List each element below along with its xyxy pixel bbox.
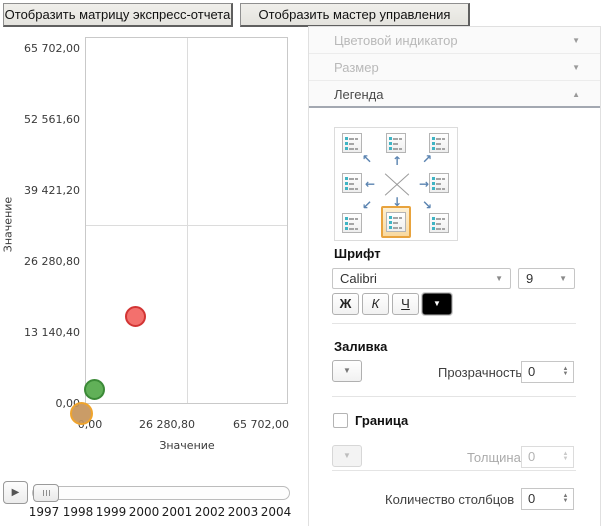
columns-count-label: Количество столбцов (385, 492, 515, 507)
section-label: Размер (334, 60, 379, 75)
legend-position-top-center[interactable] (386, 133, 406, 153)
arrow-up-left-icon: ↖ (362, 152, 373, 166)
transparency-label: Прозрачность (438, 365, 523, 380)
arrow-up-icon: ↑ (392, 154, 403, 168)
font-color-button[interactable]: ▼ (421, 292, 453, 316)
legend-position-middle-right[interactable] (429, 173, 449, 193)
border-checkbox[interactable] (333, 413, 348, 428)
y-tick-label: 39 421,20 (24, 184, 80, 197)
section-header-size[interactable]: Размер ▼ (309, 54, 600, 81)
y-tick-label: 0,00 (55, 397, 81, 410)
year-label: 2002 (194, 505, 226, 519)
thickness-spinner[interactable]: 0 ▲ ▼ (521, 446, 574, 468)
arrow-up-right-icon: ↗ (422, 152, 433, 166)
chevron-down-icon: ▼ (572, 63, 580, 72)
transparency-value: 0 (528, 364, 536, 379)
divider (332, 396, 576, 397)
spinner-up-icon[interactable]: ▲ (562, 451, 569, 457)
spinner-up-icon[interactable]: ▲ (562, 493, 569, 499)
play-icon: ▶ (11, 487, 20, 498)
underline-button[interactable]: Ч (392, 293, 419, 315)
legend-position-bottom-center-selected[interactable] (381, 206, 411, 238)
columns-count-spinner[interactable]: 0 ▲ ▼ (521, 488, 574, 510)
legend-position-middle-left[interactable] (342, 173, 362, 193)
x-tick-label: 65 702,00 (233, 418, 289, 431)
chevron-down-icon: ▼ (572, 36, 580, 45)
divider (332, 470, 576, 471)
spinner-down-icon[interactable]: ▼ (562, 498, 569, 504)
legend-preview-icon (386, 212, 406, 232)
year-label: 1999 (95, 505, 127, 519)
year-label: 2003 (227, 505, 259, 519)
y-tick-label: 26 280,80 (24, 255, 80, 268)
data-bubble-red[interactable] (125, 306, 146, 327)
timeline-slider-thumb[interactable] (33, 484, 59, 502)
thickness-value: 0 (528, 449, 536, 464)
arrow-left-icon: ← (365, 177, 376, 191)
fill-color-button[interactable]: ▼ (332, 360, 362, 382)
year-label: 1997 (28, 505, 60, 519)
section-label: Легенда (334, 87, 384, 102)
border-section-label: Граница (355, 413, 409, 428)
divider (332, 323, 576, 324)
y-tick-label: 65 702,00 (24, 42, 80, 55)
chevron-down-icon: ▼ (433, 299, 441, 308)
year-label: 2001 (161, 505, 193, 519)
columns-count-value: 0 (528, 491, 536, 506)
legend-position-bottom-left[interactable] (342, 213, 362, 233)
chart-settings-panel: Цветовой индикатор ▼ Размер ▼ Легенда ▲ … (308, 26, 601, 526)
section-header-color-indicator[interactable]: Цветовой индикатор ▼ (309, 27, 600, 54)
font-section-label: Шрифт (334, 246, 381, 261)
year-label: 1998 (62, 505, 94, 519)
show-matrix-wizard-button[interactable]: Отобразить мастер управления матрицей (240, 3, 470, 43)
horizontal-gridline (86, 225, 287, 226)
chevron-down-icon: ▼ (343, 451, 351, 460)
play-button[interactable]: ▶ (3, 481, 28, 504)
font-family-value: Calibri (340, 271, 377, 286)
font-size-select[interactable]: 9 ▼ (518, 268, 575, 289)
italic-button[interactable]: К (362, 293, 389, 315)
year-label: 2000 (128, 505, 160, 519)
fill-section-label: Заливка (334, 339, 388, 354)
arrow-down-right-icon: ↘ (422, 198, 433, 212)
chevron-down-icon: ▼ (495, 274, 503, 283)
bubble-chart-plot-area (85, 37, 288, 404)
arrow-down-left-icon: ↙ (362, 198, 373, 212)
arrow-right-icon: → (419, 177, 430, 191)
spinner-down-icon[interactable]: ▼ (562, 371, 569, 377)
legend-position-bottom-right[interactable] (429, 213, 449, 233)
chevron-down-icon: ▼ (559, 274, 567, 283)
arrow-down-icon: ↓ (392, 195, 403, 209)
y-tick-label: 13 140,40 (24, 326, 80, 339)
data-bubble-orange[interactable] (70, 402, 93, 425)
font-family-select[interactable]: Calibri ▼ (332, 268, 511, 289)
spinner-down-icon[interactable]: ▼ (562, 456, 569, 462)
legend-position-top-right[interactable] (429, 133, 449, 153)
chevron-up-icon: ▲ (572, 90, 580, 99)
font-size-value: 9 (526, 271, 534, 286)
x-axis-title: Значение (159, 439, 215, 452)
chevron-down-icon: ▼ (343, 366, 351, 375)
y-tick-label: 52 561,60 (24, 113, 80, 126)
timeline-slider-track[interactable] (32, 486, 290, 500)
year-label: 2004 (260, 505, 292, 519)
legend-position-top-left[interactable] (342, 133, 362, 153)
spinner-up-icon[interactable]: ▲ (562, 366, 569, 372)
x-tick-label: 26 280,80 (139, 418, 195, 431)
show-express-report-matrix-button[interactable]: Отобразить матрицу экспресс-отчета (3, 3, 233, 27)
data-bubble-green[interactable] (84, 379, 105, 400)
legend-position-grid: ↖ ↑ ↗ ← → ↙ ↓ ↘ (334, 127, 458, 241)
transparency-spinner[interactable]: 0 ▲ ▼ (521, 361, 574, 383)
section-header-legend[interactable]: Легенда ▲ (309, 81, 600, 108)
thickness-label: Толщина (467, 450, 521, 465)
y-axis-title: Значение (1, 196, 15, 253)
vertical-gridline (187, 38, 188, 403)
bold-button[interactable]: Ж (332, 293, 359, 315)
border-color-button[interactable]: ▼ (332, 445, 362, 467)
section-label: Цветовой индикатор (334, 33, 458, 48)
